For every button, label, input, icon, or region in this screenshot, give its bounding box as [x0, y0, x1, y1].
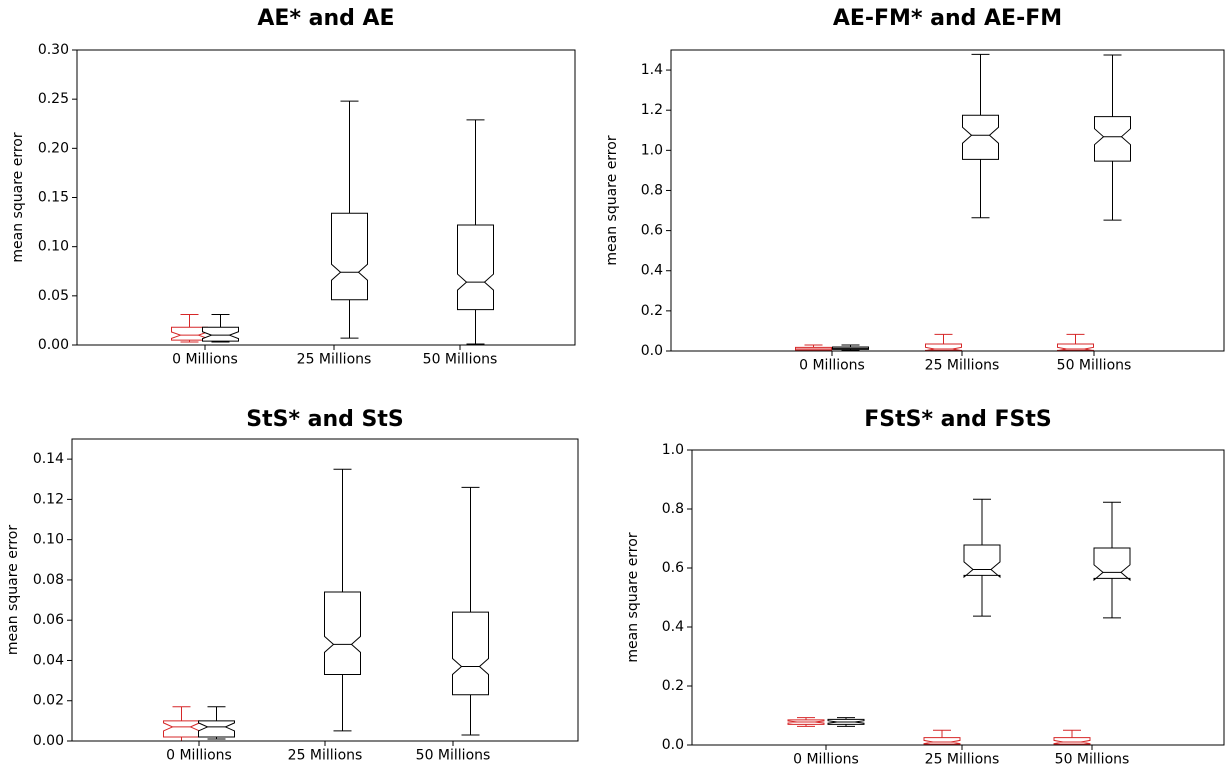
x-tick-label: 0 Millions [799, 358, 865, 374]
x-tick-label: 50 Millions [1055, 752, 1130, 767]
y-tick-label: 0.0 [662, 737, 684, 753]
chart-title: AE-FM* and AE-FM [833, 6, 1062, 31]
y-tick-label: 0.0 [641, 343, 663, 359]
y-axis-label: mean square error [10, 132, 26, 262]
box-red-1 [795, 344, 832, 352]
box-black-3 [452, 486, 489, 736]
chart-panel-2: AE-FM* and AE-FM mean square error 0.0 0.2 0… [604, 6, 1225, 374]
box-body [923, 737, 961, 745]
box-black-3 [1094, 54, 1131, 221]
box-black-1 [202, 314, 239, 343]
y-tick-label: 0.4 [641, 263, 663, 279]
box-black-1 [832, 344, 869, 351]
box-black-2 [962, 53, 999, 219]
chart-title: AE* and AE [257, 6, 394, 31]
y-tick-label: 0.14 [33, 451, 64, 467]
y-tick-label: 1.4 [641, 62, 663, 78]
axes-frame [670, 49, 1225, 352]
box-red-1 [163, 706, 200, 742]
box-black-2 [331, 100, 368, 339]
y-tick-label: 0.2 [641, 303, 663, 319]
box-red-2 [923, 729, 961, 746]
box-red-3 [1053, 729, 1091, 746]
box-body [198, 720, 235, 738]
y-tick-label: 0.00 [33, 733, 64, 749]
y-tick-label: 0.2 [662, 678, 684, 694]
y-tick-label: 0.15 [38, 190, 69, 206]
box-black-2 [324, 468, 361, 732]
box-body [925, 343, 962, 352]
y-tick-label: 0.08 [33, 572, 64, 588]
box-red-3 [1057, 333, 1094, 352]
y-tick-label: 0.4 [662, 619, 684, 635]
box-red-2 [925, 333, 962, 352]
axes-frame [71, 438, 579, 742]
x-tick-label: 25 Millions [925, 358, 1000, 374]
y-tick-label: 0.04 [33, 652, 64, 668]
y-tick-label: 0.02 [33, 693, 64, 709]
y-tick-label: 0.6 [641, 223, 663, 239]
y-tick-label: 0.8 [662, 501, 684, 517]
y-tick-label: 0.05 [38, 288, 69, 304]
x-tick-label: 50 Millions [416, 748, 491, 764]
x-tick-label: 50 Millions [1057, 358, 1132, 374]
box-body [1057, 343, 1094, 352]
box-body [962, 114, 999, 160]
y-axis-label: mean square error [5, 525, 21, 655]
y-tick-label: 1.2 [641, 102, 663, 118]
box-body [1093, 547, 1131, 582]
y-tick-label: 0.30 [38, 42, 69, 58]
y-tick-label: 0.06 [33, 612, 64, 628]
axes-frame [76, 49, 576, 346]
x-tick-label: 0 Millions [172, 352, 238, 368]
chart-panel-4: FStS* and FStS mean square error 0.0 0.2 0.4… [625, 407, 1225, 767]
x-tick-label: 25 Millions [925, 752, 1000, 767]
y-tick-label: 0.20 [38, 140, 69, 156]
y-tick-label: 0.10 [38, 239, 69, 255]
box-black-1 [198, 706, 235, 740]
y-axis-label: mean square error [625, 532, 641, 662]
box-black-1 [827, 717, 865, 727]
box-body [452, 611, 489, 696]
axes-frame [691, 449, 1225, 746]
box-body [457, 224, 494, 311]
x-tick-label: 25 Millions [288, 748, 363, 764]
y-tick-label: 0.10 [33, 532, 64, 548]
box-body [202, 326, 239, 342]
box-black-2 [963, 498, 1001, 617]
y-axis-label: mean square error [604, 135, 620, 265]
chart-panel-1: AE* and AE mean square error 0.00 0.05 0.10 0… [10, 6, 576, 368]
box-body [1094, 116, 1131, 162]
chart-title: FStS* and FStS [864, 407, 1052, 432]
y-tick-label: 0.25 [38, 91, 69, 107]
y-tick-label: 0.00 [38, 337, 69, 353]
box-black-3 [1093, 501, 1131, 619]
x-tick-label: 25 Millions [297, 352, 372, 368]
x-tick-label: 50 Millions [423, 352, 498, 368]
box-body [324, 591, 361, 676]
box-black-3 [457, 119, 494, 345]
box-body [163, 720, 200, 738]
box-body [1053, 737, 1091, 745]
chart-title: StS* and StS [246, 407, 404, 432]
x-tick-label: 0 Millions [793, 752, 859, 767]
y-tick-label: 0.12 [33, 491, 64, 507]
box-body [963, 544, 1001, 579]
box-body [331, 212, 368, 301]
y-tick-label: 0.8 [641, 182, 663, 198]
y-tick-label: 1.0 [662, 442, 684, 458]
x-tick-label: 0 Millions [166, 748, 232, 764]
box-red-1 [787, 717, 825, 727]
chart-panel-3: StS* and StS mean square error 0.00 0.02 0.0… [5, 407, 579, 764]
y-tick-label: 1.0 [641, 142, 663, 158]
y-tick-label: 0.6 [662, 560, 684, 576]
